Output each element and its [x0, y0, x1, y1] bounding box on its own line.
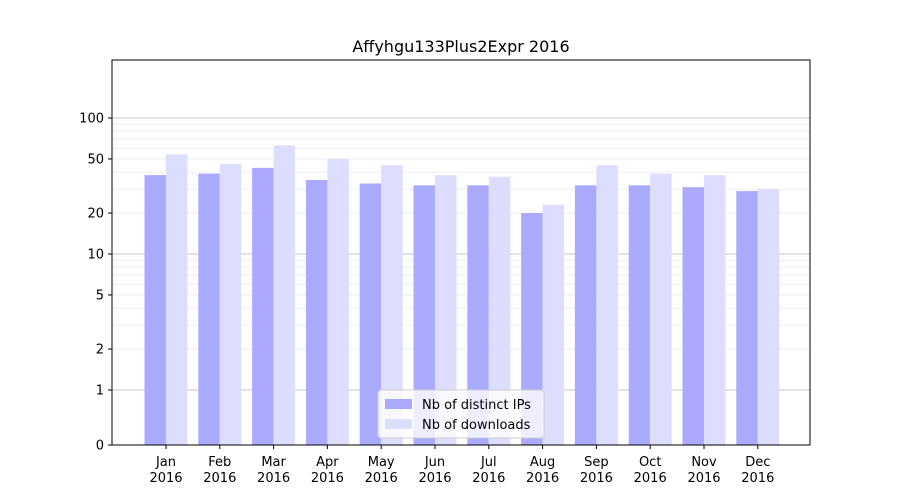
legend-label: Nb of downloads	[422, 418, 531, 433]
x-tick-label: Aug 2016	[526, 455, 559, 486]
bar-downloads	[488, 176, 511, 446]
x-tick-label: Oct 2016	[634, 455, 667, 486]
y-tick-label: 0	[96, 439, 104, 454]
bar-distinct-ips	[144, 175, 166, 446]
x-tick-label: Jun 2016	[418, 455, 451, 486]
x-tick-label: Feb 2016	[203, 455, 236, 486]
bar-distinct-ips	[628, 185, 651, 445]
bar-distinct-ips	[736, 191, 758, 445]
bar-distinct-ips	[198, 173, 220, 445]
bars	[144, 145, 780, 446]
legend: Nb of distinct IPs Nb of downloads	[377, 389, 545, 439]
y-tick-label: 50	[87, 152, 104, 167]
bar-downloads	[219, 163, 242, 445]
legend-swatch	[385, 419, 412, 429]
bar-distinct-ips	[359, 183, 382, 445]
bar-downloads	[327, 158, 349, 446]
bar-distinct-ips	[467, 185, 489, 445]
bar-downloads	[650, 173, 672, 445]
bar-downloads	[704, 175, 726, 446]
bar-downloads	[381, 165, 403, 446]
y-tick-label: 1	[96, 384, 104, 399]
bar-distinct-ips	[574, 185, 597, 445]
y-tick-label: 100	[79, 112, 104, 127]
x-tick-label: Mar 2016	[257, 455, 290, 486]
bar-distinct-ips	[413, 185, 435, 445]
plot-frame	[111, 59, 811, 446]
legend-swatch	[385, 399, 412, 409]
x-tick-label: Apr 2016	[311, 455, 344, 486]
chart-title: Affyhgu133Plus2Expr 2016	[352, 37, 569, 56]
bar-downloads	[435, 175, 457, 446]
x-tick-label: Jan 2016	[149, 455, 182, 486]
x-tick-label: May 2016	[365, 455, 398, 486]
bar-downloads	[273, 145, 296, 446]
y-tick-label: 20	[87, 207, 104, 222]
x-tick-label: Sep 2016	[580, 455, 613, 486]
bar-distinct-ips	[252, 167, 274, 445]
x-axis: Jan 2016 Feb 2016 Mar 2016 Apr 2016 May 2016 Jun 20…	[149, 445, 774, 486]
x-tick-label: Nov 2016	[687, 455, 720, 486]
x-tick-label: Dec 2016	[741, 455, 774, 486]
bar-downloads	[166, 154, 188, 445]
y-tick-label: 2	[96, 343, 104, 358]
bar-downloads	[596, 165, 618, 446]
bar-downloads	[757, 189, 780, 445]
bar-distinct-ips	[305, 180, 328, 445]
legend-box	[377, 389, 545, 439]
x-tick-label: Jul 2016	[472, 455, 505, 486]
bar-distinct-ips	[682, 187, 704, 445]
bar-distinct-ips	[521, 213, 543, 445]
y-axis: 0 1 2 5 10 20 50 100	[79, 112, 112, 454]
y-tick-label: 10	[87, 248, 104, 263]
bar-downloads	[542, 204, 565, 445]
y-tick-label: 5	[96, 288, 104, 303]
legend-label: Nb of distinct IPs	[422, 398, 531, 413]
